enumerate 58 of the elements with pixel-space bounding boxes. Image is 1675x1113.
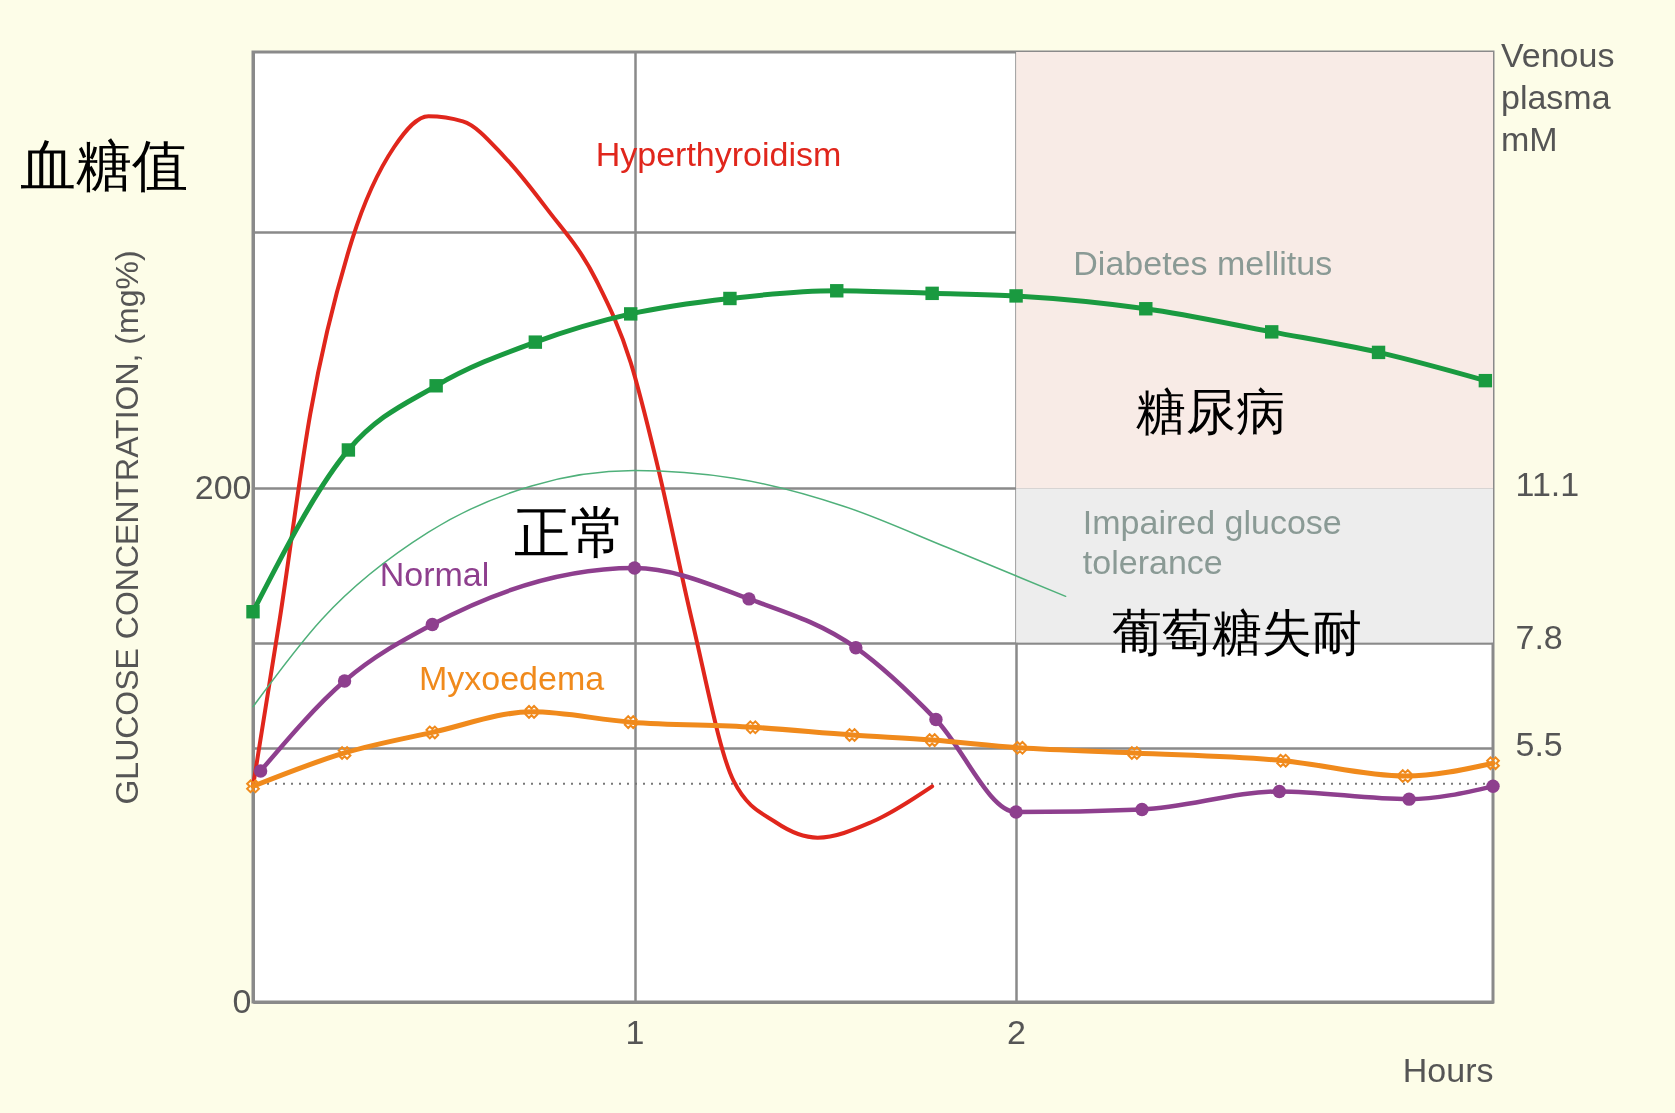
y-axis-title: GLUCOSE CONCENTRATION, (mg%) [108,250,145,805]
point [742,592,756,606]
point [845,728,859,742]
y-tick-label: 0 [232,981,252,1020]
band-label: Impaired glucose tolerance [1082,502,1342,581]
y-tick-label: 200 [194,467,252,506]
point [1009,805,1023,819]
text: 血糖值 [20,132,189,198]
annotation: 葡萄糖失耐 [1112,603,1363,662]
point [1371,345,1386,360]
point [1276,753,1291,768]
point [1139,302,1153,316]
point [1398,769,1413,783]
y2-tick-label: 7.8 [1515,618,1563,657]
point [1478,373,1493,388]
x-tick-label: 1 [625,1012,645,1051]
point [341,443,356,457]
point [723,291,737,306]
point [246,605,260,619]
point [1486,779,1500,794]
x-axis-title: Hours [1402,1050,1494,1089]
series-label: Normal [379,555,490,594]
point [1402,792,1416,806]
point [1265,325,1279,339]
y2-axis-title: Venous plasma mM [1501,36,1615,158]
point [429,379,443,393]
point [929,712,943,727]
x-tick-label: 2 [1007,1012,1027,1051]
point [849,640,863,655]
point [830,284,844,298]
point [623,715,638,729]
point [1009,289,1023,303]
annotation: 糖尿病 [1135,383,1286,442]
point [925,733,939,747]
point [745,720,760,735]
point [624,307,638,321]
band-label: Diabetes mellitus [1073,244,1333,283]
point [1486,756,1500,771]
series-label: Myxoedema [418,658,605,697]
point [246,779,260,794]
annotation: 正常 [513,499,626,565]
point [425,617,440,632]
point [1013,740,1027,755]
series-label: Hyperthyroidism [595,135,842,174]
point [1272,784,1287,799]
y2-tick-label: 11.1 [1515,464,1580,503]
point [925,286,939,301]
point [253,764,268,778]
point [1135,802,1149,817]
point [425,725,440,740]
point [524,705,539,719]
line-series [252,469,1067,708]
point [528,335,543,349]
y2-tick-label: 5.5 [1515,725,1563,764]
point [337,746,352,760]
point [337,674,352,688]
point [1127,746,1142,760]
point [627,561,642,575]
